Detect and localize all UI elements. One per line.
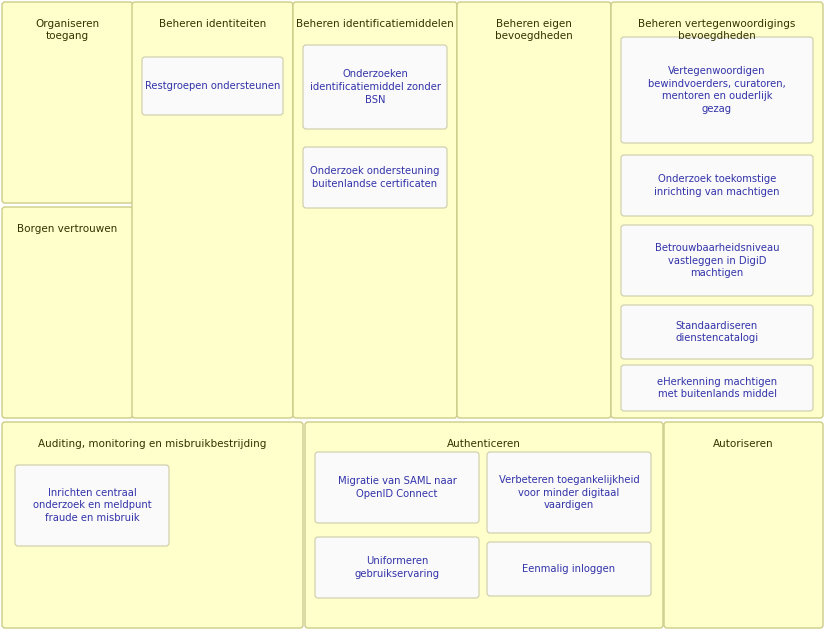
- Text: Authenticeren: Authenticeren: [447, 439, 521, 449]
- Text: Inrichten centraal
onderzoek en meldpunt
fraude en misbruik: Inrichten centraal onderzoek en meldpunt…: [33, 488, 151, 523]
- Text: Organiseren
toegang: Organiseren toegang: [35, 19, 100, 41]
- Text: Uniformeren
gebruikservaring: Uniformeren gebruikservaring: [355, 556, 440, 579]
- FancyBboxPatch shape: [293, 2, 457, 418]
- FancyBboxPatch shape: [664, 422, 823, 628]
- FancyBboxPatch shape: [315, 452, 479, 523]
- FancyBboxPatch shape: [15, 465, 169, 546]
- Text: Beheren eigen
bevoegdheden: Beheren eigen bevoegdheden: [495, 19, 573, 41]
- FancyBboxPatch shape: [621, 155, 813, 216]
- FancyBboxPatch shape: [611, 2, 823, 418]
- FancyBboxPatch shape: [2, 2, 133, 203]
- Text: Verbeteren toegankelijkheid
voor minder digitaal
vaardigen: Verbeteren toegankelijkheid voor minder …: [498, 475, 639, 511]
- Text: Autoriseren: Autoriseren: [713, 439, 774, 449]
- Text: Standaardiseren
dienstencatalogi: Standaardiseren dienstencatalogi: [676, 321, 758, 344]
- Text: Onderzoeken
identificatiemiddel zonder
BSN: Onderzoeken identificatiemiddel zonder B…: [309, 69, 441, 105]
- Text: Onderzoek toekomstige
inrichting van machtigen: Onderzoek toekomstige inrichting van mac…: [654, 174, 780, 197]
- FancyBboxPatch shape: [487, 452, 651, 533]
- FancyBboxPatch shape: [305, 422, 663, 628]
- FancyBboxPatch shape: [132, 2, 293, 418]
- Text: Beheren identiteiten: Beheren identiteiten: [159, 19, 266, 29]
- Text: Migratie van SAML naar
OpenID Connect: Migratie van SAML naar OpenID Connect: [337, 476, 456, 499]
- FancyBboxPatch shape: [2, 422, 303, 628]
- Text: Restgroepen ondersteunen: Restgroepen ondersteunen: [145, 81, 280, 91]
- FancyBboxPatch shape: [2, 207, 133, 418]
- FancyBboxPatch shape: [315, 537, 479, 598]
- Text: Vertegenwoordigen
bewindvoerders, curatoren,
mentoren en ouderlijk
gezag: Vertegenwoordigen bewindvoerders, curato…: [648, 66, 786, 114]
- Text: Borgen vertrouwen: Borgen vertrouwen: [17, 224, 118, 234]
- FancyBboxPatch shape: [621, 365, 813, 411]
- Text: Onderzoek ondersteuning
buitenlandse certificaten: Onderzoek ondersteuning buitenlandse cer…: [310, 166, 440, 189]
- FancyBboxPatch shape: [487, 542, 651, 596]
- FancyBboxPatch shape: [621, 225, 813, 296]
- FancyBboxPatch shape: [621, 37, 813, 143]
- Text: Auditing, monitoring en misbruikbestrijding: Auditing, monitoring en misbruikbestrijd…: [38, 439, 266, 449]
- FancyBboxPatch shape: [303, 147, 447, 208]
- Text: Beheren vertegenwoordigings
bevoegdheden: Beheren vertegenwoordigings bevoegdheden: [639, 19, 795, 41]
- FancyBboxPatch shape: [142, 57, 283, 115]
- Text: eHerkenning machtigen
met buitenlands middel: eHerkenning machtigen met buitenlands mi…: [657, 377, 777, 399]
- Text: Eenmalig inloggen: Eenmalig inloggen: [522, 564, 615, 574]
- FancyBboxPatch shape: [303, 45, 447, 129]
- Text: Beheren identificatiemiddelen: Beheren identificatiemiddelen: [296, 19, 454, 29]
- FancyBboxPatch shape: [457, 2, 611, 418]
- FancyBboxPatch shape: [621, 305, 813, 359]
- Text: Betrouwbaarheidsniveau
vastleggen in DigiD
machtigen: Betrouwbaarheidsniveau vastleggen in Dig…: [655, 243, 780, 278]
